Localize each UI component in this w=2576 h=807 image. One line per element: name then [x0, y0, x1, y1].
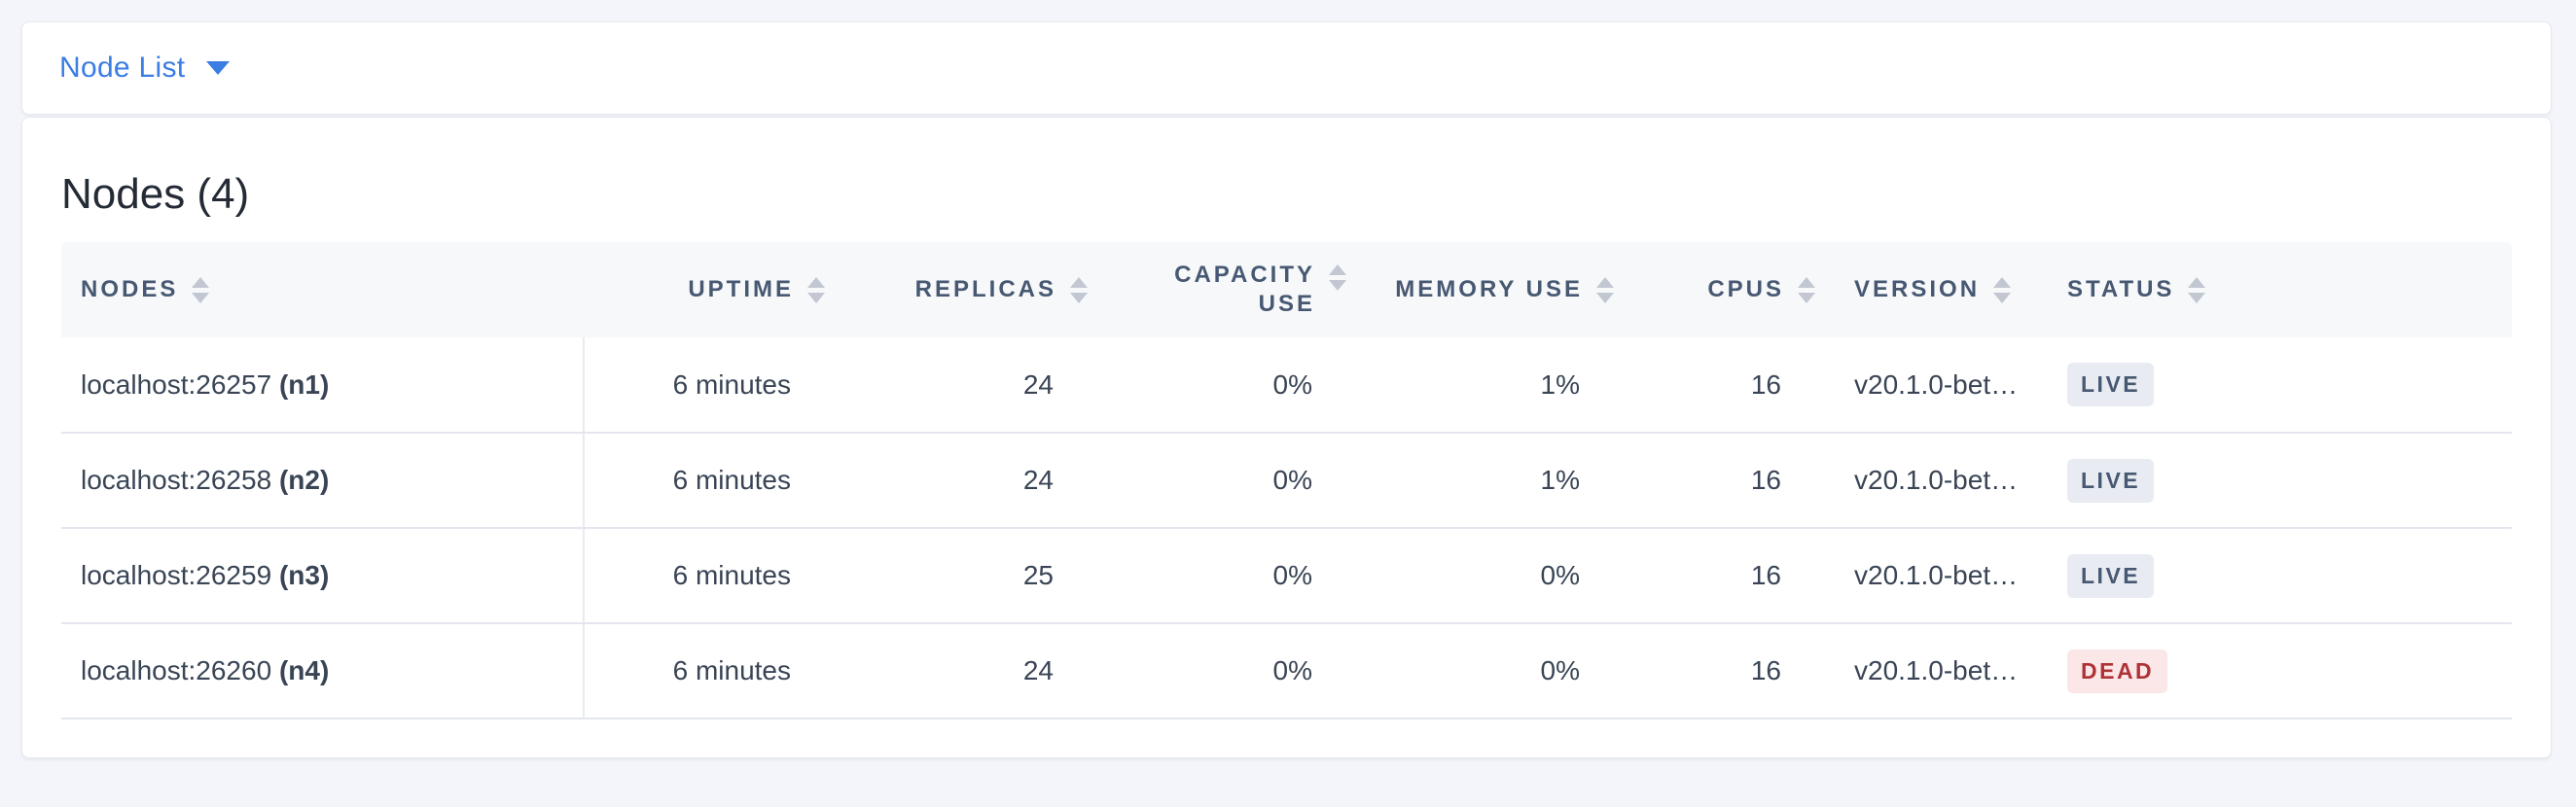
table-header-row: NODES UPTIME REPLICAS: [61, 242, 2512, 337]
memory-use-cell: 1%: [1361, 337, 1628, 434]
memory-use-cell: 1%: [1361, 433, 1628, 529]
node-address-cell[interactable]: localhost:26260 (n4): [61, 623, 585, 719]
version-cell: v20.1.0-bet…: [1830, 337, 2046, 434]
sort-icon: [2188, 276, 2206, 303]
node-link[interactable]: localhost:26260: [81, 655, 272, 685]
version-cell: v20.1.0-bet…: [1830, 528, 2046, 624]
status-badge: LIVE: [2067, 553, 2155, 598]
sort-icon: [1993, 276, 2012, 303]
sort-icon: [1798, 276, 1815, 303]
capacity-use-cell: 0%: [1102, 433, 1361, 529]
node-address-cell[interactable]: localhost:26259 (n3): [61, 528, 585, 624]
uptime-cell: 6 minutes: [584, 528, 840, 624]
view-selector-bar: Node List: [21, 21, 2552, 115]
node-address-cell[interactable]: localhost:26257 (n1): [61, 337, 585, 434]
cpus-cell: 16: [1628, 528, 1830, 624]
nodes-card: Nodes (4) NODES UPTIME: [21, 117, 2552, 758]
status-cell: LIVE: [2046, 528, 2512, 624]
uptime-cell: 6 minutes: [584, 623, 840, 719]
memory-use-cell: 0%: [1361, 623, 1628, 719]
cpus-cell: 16: [1628, 623, 1830, 719]
status-badge: LIVE: [2067, 363, 2155, 406]
sort-icon: [807, 276, 825, 303]
replicas-cell: 24: [840, 623, 1102, 719]
table-row: localhost:26257 (n1) 6 minutes 24 0% 1% …: [61, 337, 2512, 434]
column-header-nodes[interactable]: NODES: [61, 242, 584, 337]
table-row: localhost:26258 (n2) 6 minutes 24 0% 1% …: [61, 433, 2512, 529]
column-header-replicas[interactable]: REPLICAS: [840, 242, 1102, 337]
sort-icon: [1596, 276, 1614, 303]
replicas-cell: 25: [840, 528, 1102, 624]
caret-down-icon: [206, 61, 231, 75]
node-id: (n3): [278, 560, 330, 590]
column-header-capacity-use[interactable]: CAPACITY USE: [1102, 242, 1361, 337]
status-cell: LIVE: [2046, 433, 2512, 529]
status-badge: LIVE: [2067, 458, 2155, 503]
status-cell: LIVE: [2046, 337, 2512, 434]
column-header-version[interactable]: VERSION: [1830, 242, 2046, 337]
cpus-cell: 16: [1628, 337, 1830, 434]
memory-use-cell: 0%: [1361, 528, 1628, 624]
node-address-cell[interactable]: localhost:26258 (n2): [61, 433, 585, 529]
replicas-cell: 24: [840, 433, 1102, 529]
capacity-use-cell: 0%: [1102, 337, 1361, 434]
cpus-cell: 16: [1628, 433, 1830, 529]
sort-icon: [1070, 276, 1088, 303]
column-header-memory-use[interactable]: MEMORY USE: [1361, 242, 1628, 337]
capacity-use-cell: 0%: [1102, 623, 1361, 719]
sort-icon: [1329, 264, 1346, 291]
status-badge: DEAD: [2067, 649, 2168, 693]
sort-icon: [192, 276, 210, 303]
node-link[interactable]: localhost:26257: [81, 368, 272, 400]
version-cell: v20.1.0-bet…: [1830, 433, 2046, 529]
status-cell: DEAD: [2046, 623, 2512, 719]
uptime-cell: 6 minutes: [584, 337, 840, 434]
column-header-status[interactable]: STATUS: [2046, 242, 2512, 337]
table-row: localhost:26259 (n3) 6 minutes 25 0% 0% …: [61, 528, 2512, 624]
column-header-uptime[interactable]: UPTIME: [584, 242, 840, 337]
nodes-table: NODES UPTIME REPLICAS: [61, 242, 2512, 719]
view-dropdown-label: Node List: [59, 52, 186, 84]
capacity-use-cell: 0%: [1102, 528, 1361, 624]
column-header-cpus[interactable]: CPUS: [1628, 242, 1830, 337]
uptime-cell: 6 minutes: [584, 433, 840, 529]
table-row: localhost:26260 (n4) 6 minutes 24 0% 0% …: [61, 623, 2512, 719]
node-id: (n2): [278, 465, 330, 495]
node-id: (n4): [278, 655, 330, 685]
version-cell: v20.1.0-bet…: [1830, 623, 2046, 719]
replicas-cell: 24: [840, 337, 1102, 434]
node-id: (n1): [278, 368, 330, 400]
view-dropdown[interactable]: Node List: [59, 52, 231, 85]
page-title: Nodes (4): [61, 170, 250, 218]
node-link[interactable]: localhost:26259: [81, 560, 272, 590]
node-link[interactable]: localhost:26258: [81, 465, 272, 495]
